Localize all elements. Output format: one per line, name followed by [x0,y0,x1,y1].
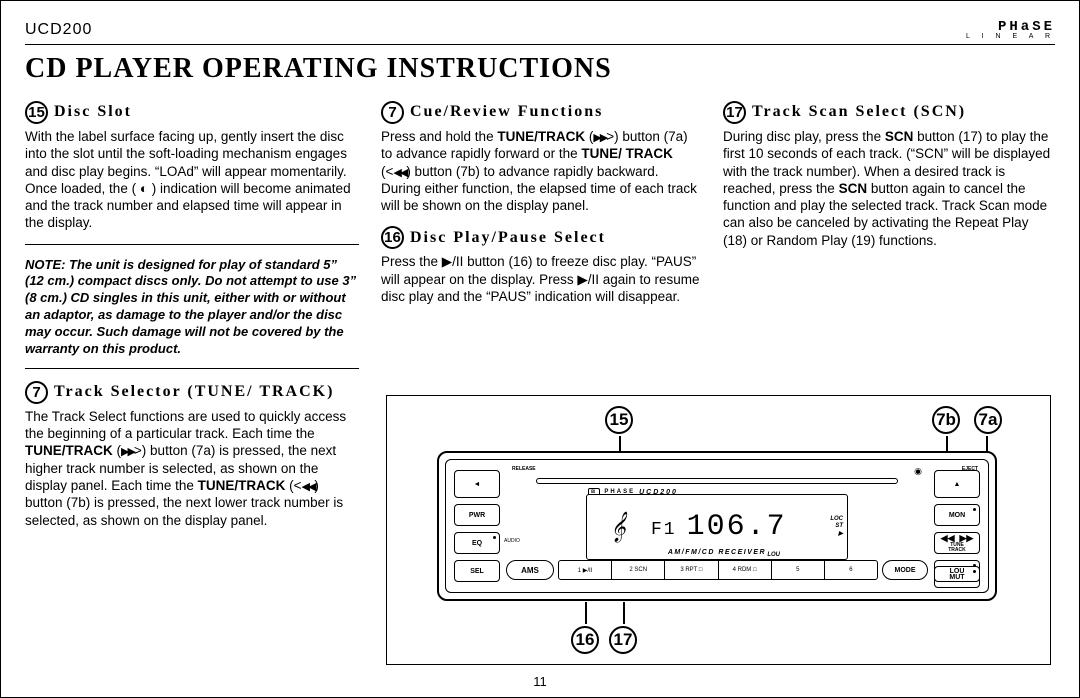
pwr-button[interactable]: PWR [454,504,500,526]
callout-num-16: 16 [381,226,404,249]
callout-15: 15 [605,406,633,434]
heading-text: Track Scan Select (SCN) [752,102,966,122]
heading-text: Disc Slot [54,102,132,122]
heading-text: Track Selector (TUNE/ TRACK) [54,382,334,402]
divider [25,368,359,369]
preset-5[interactable]: 5 [772,561,825,579]
heading-text: Cue/Review Functions [410,102,603,122]
divider [25,244,359,245]
column-1: 15 Disc Slot With the label surface faci… [25,95,359,529]
manual-page: UCD200 PHaSE L I N E A R Cd Player Opera… [0,0,1080,698]
mode-button[interactable]: MODE [882,560,928,580]
preset-1[interactable]: 1 ▶/II [559,561,612,579]
warning-note: NOTE: The unit is designed for play of s… [25,257,359,358]
tune-track-label: TUNETRACK [948,543,966,553]
tune-track-button[interactable]: ◀◀ ▶▶ TUNETRACK [934,532,980,554]
callout-num-7b: 7 [381,101,404,124]
callout-num-15: 15 [25,101,48,124]
radio-illustration: 15 7b 7a 16 17 RELEASE EJECT ◉ ◄ PWR EQ … [386,395,1051,665]
freq-value: 106.7 [687,510,787,544]
track-selector-body: The Track Select functions are used to q… [25,408,359,529]
preset-buttons: 1 ▶/II 2 SCN 3 RPT □ 4 RDM □ 5 6 [558,560,878,580]
heading-cue-review: 7 Cue/Review Functions [381,101,701,124]
frequency-display: F1 106.7 [651,510,787,544]
radio-faceplate: RELEASE EJECT ◉ ◄ PWR EQ SEL ▲ MON ◀◀ ▶▶ [437,451,997,601]
model-number: UCD200 [25,21,92,39]
callout-7b: 7b [932,406,960,434]
preset-4[interactable]: 4 RDM □ [719,561,772,579]
callout-num-17: 17 [723,101,746,124]
sel-button[interactable]: SEL [454,560,500,582]
disc-animation-icon: 𝄞 [593,502,643,552]
ams-button[interactable]: AMS [506,560,554,580]
preset-6[interactable]: 6 [825,561,877,579]
heading-track-selector: 7 Track Selector (TUNE/ TRACK) [25,381,359,404]
disc-slot-body: With the label surface facing up, gently… [25,128,359,232]
bottom-button-row: AMS 1 ▶/II 2 SCN 3 RPT □ 4 RDM □ 5 6 MOD… [506,560,928,580]
radio-inner-frame: RELEASE EJECT ◉ ◄ PWR EQ SEL ▲ MON ◀◀ ▶▶ [445,459,989,593]
play-pause-body: Press the ▶/II button (16) to freeze dis… [381,253,701,305]
cue-review-body: Press and hold the TUNE/TRACK (▶▶>) butt… [381,128,701,214]
center-panel: ₪ PHASE UCD200 𝄞 F1 106.7 LOC ST [506,468,928,584]
receiver-label: AM/FM/CD RECEIVER [506,549,928,556]
mon-button[interactable]: MON [934,504,980,526]
right-bottom-button: MUT [934,566,980,588]
left-button-column: ◄ PWR EQ SEL [454,470,500,582]
band-indicator: F1 [651,520,677,540]
mut-button[interactable]: MUT [934,566,980,588]
preset-2[interactable]: 2 SCN [612,561,665,579]
callout-16: 16 [571,626,599,654]
preset-3[interactable]: 3 RPT □ [665,561,718,579]
brand-subtitle: L I N E A R [966,33,1055,40]
release-button[interactable]: ◄ [454,470,500,498]
callout-num-7: 7 [25,381,48,404]
page-title: Cd Player Operating Instructions [25,53,1055,85]
disc-slot-opening [536,478,898,484]
page-header: UCD200 PHaSE L I N E A R [25,19,1055,45]
page-number: 11 [533,674,547,689]
heading-disc-slot: 15 Disc Slot [25,101,359,124]
status-indicators: LOC ST ▶ [830,516,843,538]
eject-button[interactable]: ▲ [934,470,980,498]
callout-7a: 7a [974,406,1002,434]
brand-logo: PHaSE L I N E A R [966,19,1055,40]
eq-button[interactable]: EQ [454,532,500,554]
track-scan-body: During disc play, press the SCN button (… [723,128,1055,249]
callout-17: 17 [609,626,637,654]
heading-track-scan: 17 Track Scan Select (SCN) [723,101,1055,124]
heading-text: Disc Play/Pause Select [410,228,606,248]
heading-play-pause: 16 Disc Play/Pause Select [381,226,701,249]
